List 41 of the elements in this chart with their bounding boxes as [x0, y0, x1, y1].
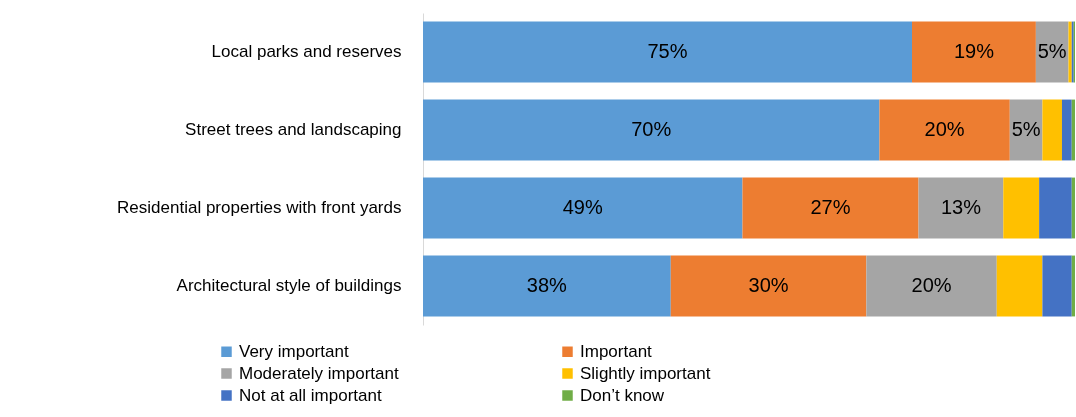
- bar: [912, 21, 1036, 83]
- bar: [1042, 255, 1072, 317]
- data-label: 13%: [940, 196, 982, 218]
- y-tick-label: Street trees and landscaping: [185, 120, 402, 139]
- legend-label: Important: [580, 341, 653, 361]
- data-label: 38%: [526, 274, 568, 296]
- bar: [423, 255, 671, 317]
- bar: [918, 177, 1004, 239]
- bar: [879, 99, 1010, 161]
- y-tick-label: Local parks and reserves: [211, 42, 402, 61]
- legend-label: Not at all important: [239, 385, 382, 405]
- bar: [1071, 99, 1075, 161]
- bar: [1071, 255, 1075, 317]
- data-label: 20%: [924, 118, 965, 140]
- legend-label: Don’t know: [580, 385, 665, 405]
- bar: [1071, 177, 1075, 239]
- bar: [1039, 177, 1072, 239]
- bar: [1042, 99, 1062, 161]
- data-label: 75%: [647, 40, 688, 62]
- legend-label: Slightly important: [580, 363, 711, 383]
- bar: [423, 177, 743, 239]
- data-label: 49%: [562, 196, 603, 218]
- bar: [742, 177, 919, 239]
- bar: [1003, 177, 1040, 239]
- data-label: 27%: [810, 196, 851, 218]
- data-label: 20%: [911, 274, 952, 296]
- bar: [866, 255, 997, 317]
- bar: [423, 21, 912, 83]
- bar: [1061, 99, 1072, 161]
- legend-label: Very important: [239, 341, 349, 361]
- bar: [996, 255, 1043, 317]
- data-label: 5%: [1037, 40, 1067, 62]
- bar: [423, 99, 880, 161]
- y-tick-label: Residential properties with front yards: [117, 198, 402, 217]
- data-label: 30%: [748, 274, 789, 296]
- data-label: 5%: [1011, 118, 1041, 140]
- legend-label: Moderately important: [239, 363, 399, 383]
- y-tick-label: Architectural style of buildings: [176, 276, 402, 295]
- bar: [670, 255, 867, 317]
- data-label: 19%: [953, 40, 995, 62]
- data-label: 70%: [631, 118, 672, 140]
